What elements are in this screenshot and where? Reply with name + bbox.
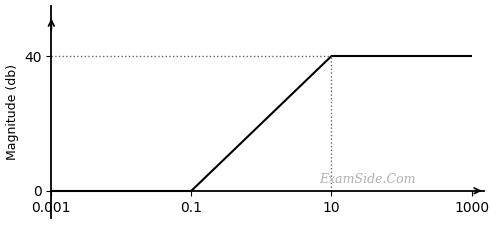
Text: ExamSide.Com: ExamSide.Com <box>319 173 415 186</box>
Y-axis label: Magnitude (db): Magnitude (db) <box>5 64 18 160</box>
